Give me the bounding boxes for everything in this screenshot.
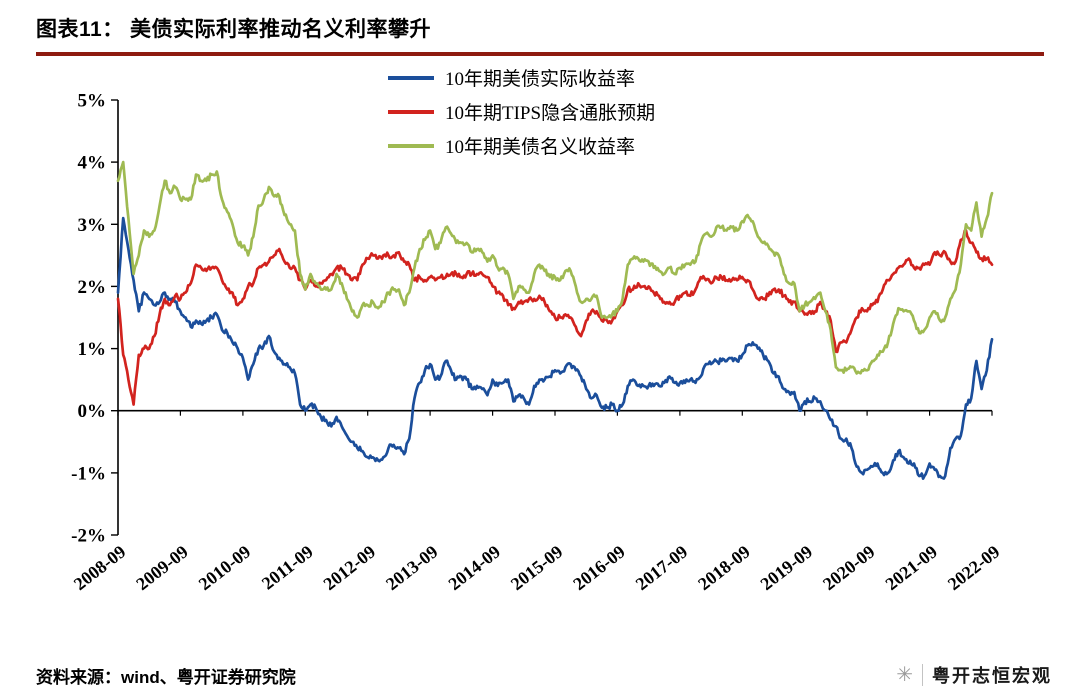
chart-area: 5% 4% 3% 2% 1% 0% -1% -2% 2008-09 2009-09 2010-09 2… [0, 52, 1080, 648]
svg-text:2012-09: 2012-09 [320, 541, 380, 594]
svg-text:2014-09: 2014-09 [444, 541, 504, 594]
svg-text:2013-09: 2013-09 [382, 541, 442, 594]
svg-text:2016-09: 2016-09 [569, 541, 629, 594]
svg-text:-2%: -2% [71, 526, 106, 547]
figure-footer: 资料来源：wind、粤开证券研究院 ✳ 粤开志恒宏观 [36, 662, 1052, 688]
watermark-divider [922, 664, 923, 686]
source-note: 资料来源：wind、粤开证券研究院 [36, 667, 296, 687]
svg-text:2017-09: 2017-09 [632, 541, 692, 594]
svg-text:4%: 4% [78, 153, 107, 174]
brand-logo-icon: ✳ [896, 664, 913, 686]
svg-text:2018-09: 2018-09 [694, 541, 754, 594]
series-line-1 [116, 229, 994, 406]
svg-text:-1%: -1% [71, 463, 106, 484]
svg-text:2011-09: 2011-09 [258, 541, 317, 593]
svg-text:2022-09: 2022-09 [944, 541, 1004, 594]
svg-text:2020-09: 2020-09 [819, 541, 879, 594]
svg-text:2009-09: 2009-09 [132, 541, 192, 594]
svg-text:2%: 2% [78, 277, 107, 298]
svg-text:5%: 5% [78, 91, 107, 112]
svg-text:2019-09: 2019-09 [757, 541, 817, 594]
series-line-0 [116, 216, 994, 480]
chart-legend: 10年期美债实际收益率 10年期TIPS隐含通胀预期 10年期美债名义收益率 [388, 64, 655, 159]
svg-text:2015-09: 2015-09 [507, 541, 567, 594]
svg-text:2021-09: 2021-09 [881, 541, 941, 594]
figure-title: 图表11： 美债实际利率推动名义利率攀升 [36, 18, 432, 41]
legend-label-tips-breakeven: 10年期TIPS隐含通胀预期 [445, 103, 656, 124]
svg-text:1%: 1% [78, 339, 107, 360]
title-underline [36, 52, 1044, 56]
legend-swatch-real-yield [388, 75, 434, 80]
series-line-2 [116, 160, 994, 375]
svg-text:0%: 0% [78, 401, 107, 422]
figure-header: 图表11： 美债实际利率推动名义利率攀升 [0, 0, 1080, 56]
legend-label-real-yield: 10年期美债实际收益率 [445, 69, 636, 90]
legend-label-nominal-yield: 10年期美债名义收益率 [445, 137, 636, 158]
legend-item-nominal-yield: 10年期美债名义收益率 [388, 132, 655, 159]
watermark-text: 粤开志恒宏观 [932, 666, 1052, 686]
chart-canvas: 5%4%3%2%1%0%-1%-2%2008-09 2009-09 2010-09 2… [70, 91, 1004, 595]
legend-item-real-yield: 10年期美债实际收益率 [388, 64, 655, 91]
watermark: ✳ 粤开志恒宏观 [896, 662, 1052, 688]
legend-swatch-nominal-yield [388, 143, 434, 148]
svg-text:3%: 3% [78, 215, 107, 236]
svg-text:2008-09: 2008-09 [70, 541, 130, 594]
svg-text:2010-09: 2010-09 [195, 541, 255, 594]
legend-swatch-tips-breakeven [388, 109, 434, 114]
legend-item-tips-breakeven: 10年期TIPS隐含通胀预期 [388, 98, 655, 125]
